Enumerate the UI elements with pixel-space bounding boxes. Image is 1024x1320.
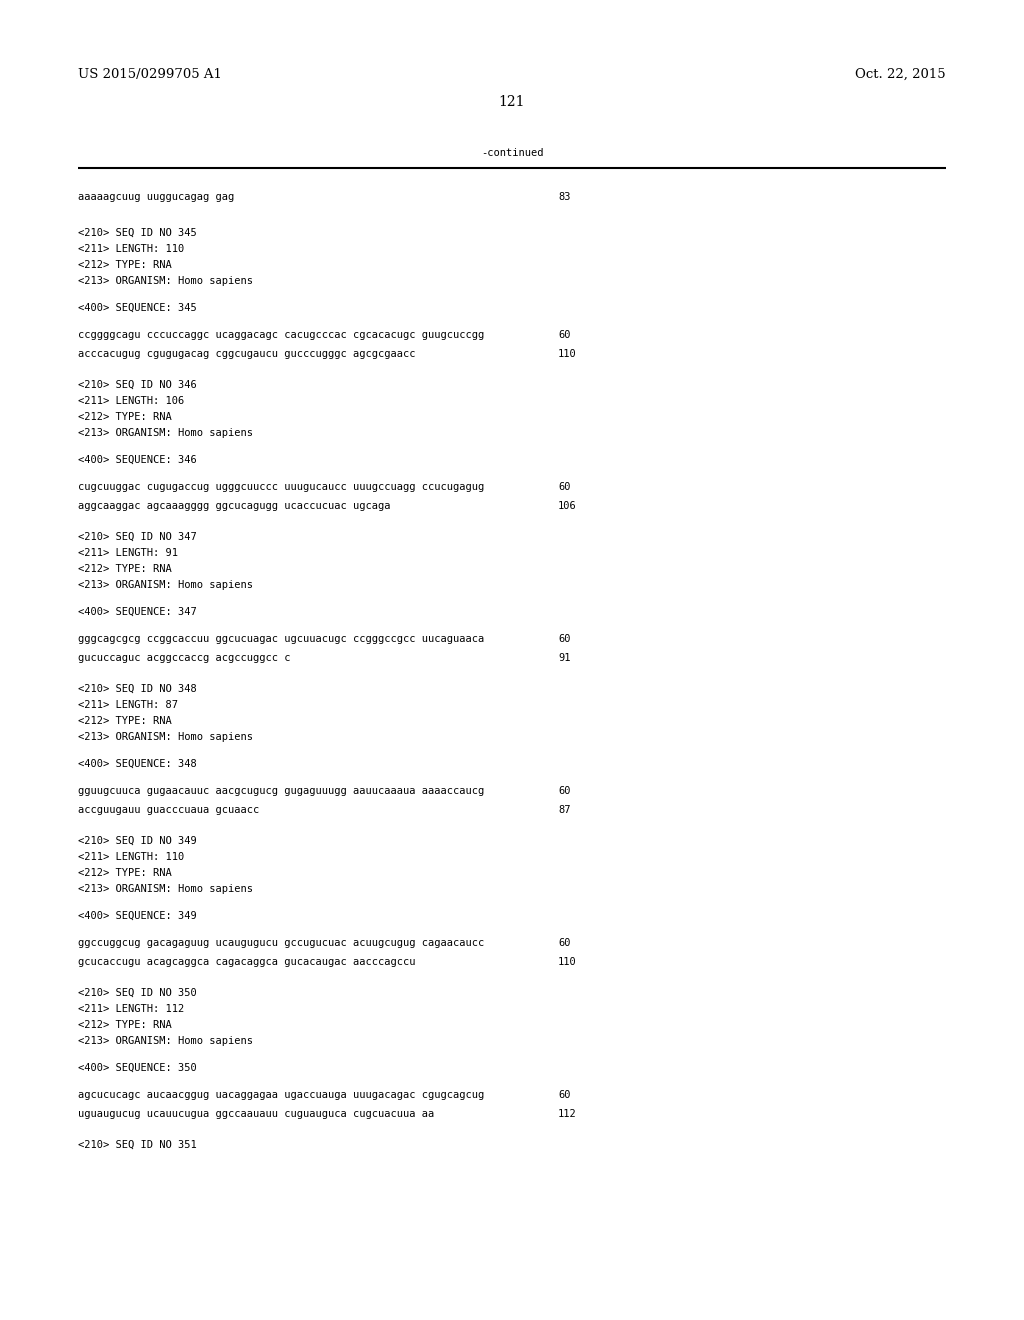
Text: 60: 60 [558, 785, 570, 796]
Text: <400> SEQUENCE: 345: <400> SEQUENCE: 345 [78, 304, 197, 313]
Text: gcucaccugu acagcaggca cagacaggca gucacaugac aacccagccu: gcucaccugu acagcaggca cagacaggca gucacau… [78, 957, 416, 968]
Text: 110: 110 [558, 957, 577, 968]
Text: US 2015/0299705 A1: US 2015/0299705 A1 [78, 69, 222, 81]
Text: <210> SEQ ID NO 349: <210> SEQ ID NO 349 [78, 836, 197, 846]
Text: <211> LENGTH: 91: <211> LENGTH: 91 [78, 548, 178, 558]
Text: <212> TYPE: RNA: <212> TYPE: RNA [78, 412, 172, 422]
Text: gguugcuuca gugaacauuc aacgcugucg gugaguuugg aauucaaaua aaaaccaucg: gguugcuuca gugaacauuc aacgcugucg gugaguu… [78, 785, 484, 796]
Text: <212> TYPE: RNA: <212> TYPE: RNA [78, 869, 172, 878]
Text: 106: 106 [558, 502, 577, 511]
Text: <213> ORGANISM: Homo sapiens: <213> ORGANISM: Homo sapiens [78, 428, 253, 438]
Text: <212> TYPE: RNA: <212> TYPE: RNA [78, 1020, 172, 1030]
Text: -continued: -continued [480, 148, 544, 158]
Text: <213> ORGANISM: Homo sapiens: <213> ORGANISM: Homo sapiens [78, 884, 253, 894]
Text: aaaaagcuug uuggucagag gag: aaaaagcuug uuggucagag gag [78, 191, 234, 202]
Text: <212> TYPE: RNA: <212> TYPE: RNA [78, 260, 172, 271]
Text: 60: 60 [558, 939, 570, 948]
Text: <211> LENGTH: 110: <211> LENGTH: 110 [78, 244, 184, 253]
Text: <213> ORGANISM: Homo sapiens: <213> ORGANISM: Homo sapiens [78, 1036, 253, 1045]
Text: ccggggcagu cccuccaggc ucaggacagc cacugcccac cgcacacugc guugcuccgg: ccggggcagu cccuccaggc ucaggacagc cacugcc… [78, 330, 484, 341]
Text: <210> SEQ ID NO 351: <210> SEQ ID NO 351 [78, 1140, 197, 1150]
Text: <211> LENGTH: 106: <211> LENGTH: 106 [78, 396, 184, 407]
Text: <213> ORGANISM: Homo sapiens: <213> ORGANISM: Homo sapiens [78, 733, 253, 742]
Text: accguugauu guacccuaua gcuaacc: accguugauu guacccuaua gcuaacc [78, 805, 259, 814]
Text: acccacugug cgugugacag cggcugaucu gucccugggc agcgcgaacc: acccacugug cgugugacag cggcugaucu gucccug… [78, 348, 416, 359]
Text: 112: 112 [558, 1109, 577, 1119]
Text: <211> LENGTH: 112: <211> LENGTH: 112 [78, 1005, 184, 1014]
Text: 60: 60 [558, 1090, 570, 1100]
Text: Oct. 22, 2015: Oct. 22, 2015 [855, 69, 946, 81]
Text: <210> SEQ ID NO 348: <210> SEQ ID NO 348 [78, 684, 197, 694]
Text: <400> SEQUENCE: 348: <400> SEQUENCE: 348 [78, 759, 197, 770]
Text: <400> SEQUENCE: 346: <400> SEQUENCE: 346 [78, 455, 197, 465]
Text: 121: 121 [499, 95, 525, 110]
Text: 83: 83 [558, 191, 570, 202]
Text: <210> SEQ ID NO 346: <210> SEQ ID NO 346 [78, 380, 197, 389]
Text: 60: 60 [558, 482, 570, 492]
Text: <400> SEQUENCE: 350: <400> SEQUENCE: 350 [78, 1063, 197, 1073]
Text: ggccuggcug gacagaguug ucaugugucu gccugucuac acuugcugug cagaacaucc: ggccuggcug gacagaguug ucaugugucu gccuguc… [78, 939, 484, 948]
Text: 110: 110 [558, 348, 577, 359]
Text: gucuccaguc acggccaccg acgccuggcc c: gucuccaguc acggccaccg acgccuggcc c [78, 653, 291, 663]
Text: cugcuuggac cugugaccug ugggcuuccc uuugucaucc uuugccuagg ccucugagug: cugcuuggac cugugaccug ugggcuuccc uuuguca… [78, 482, 484, 492]
Text: agcucucagc aucaacggug uacaggagaa ugaccuauga uuugacagac cgugcagcug: agcucucagc aucaacggug uacaggagaa ugaccua… [78, 1090, 484, 1100]
Text: <213> ORGANISM: Homo sapiens: <213> ORGANISM: Homo sapiens [78, 276, 253, 286]
Text: 87: 87 [558, 805, 570, 814]
Text: 91: 91 [558, 653, 570, 663]
Text: <213> ORGANISM: Homo sapiens: <213> ORGANISM: Homo sapiens [78, 579, 253, 590]
Text: <211> LENGTH: 87: <211> LENGTH: 87 [78, 700, 178, 710]
Text: <212> TYPE: RNA: <212> TYPE: RNA [78, 715, 172, 726]
Text: 60: 60 [558, 634, 570, 644]
Text: <211> LENGTH: 110: <211> LENGTH: 110 [78, 851, 184, 862]
Text: 60: 60 [558, 330, 570, 341]
Text: <400> SEQUENCE: 347: <400> SEQUENCE: 347 [78, 607, 197, 616]
Text: gggcagcgcg ccggcaccuu ggcucuagac ugcuuacugc ccgggccgcc uucaguaaca: gggcagcgcg ccggcaccuu ggcucuagac ugcuuac… [78, 634, 484, 644]
Text: <210> SEQ ID NO 350: <210> SEQ ID NO 350 [78, 987, 197, 998]
Text: uguaugucug ucauucugua ggccaauauu cuguauguca cugcuacuua aa: uguaugucug ucauucugua ggccaauauu cuguaug… [78, 1109, 434, 1119]
Text: <210> SEQ ID NO 345: <210> SEQ ID NO 345 [78, 228, 197, 238]
Text: <212> TYPE: RNA: <212> TYPE: RNA [78, 564, 172, 574]
Text: <400> SEQUENCE: 349: <400> SEQUENCE: 349 [78, 911, 197, 921]
Text: aggcaaggac agcaaagggg ggcucagugg ucaccucuac ugcaga: aggcaaggac agcaaagggg ggcucagugg ucaccuc… [78, 502, 390, 511]
Text: <210> SEQ ID NO 347: <210> SEQ ID NO 347 [78, 532, 197, 543]
